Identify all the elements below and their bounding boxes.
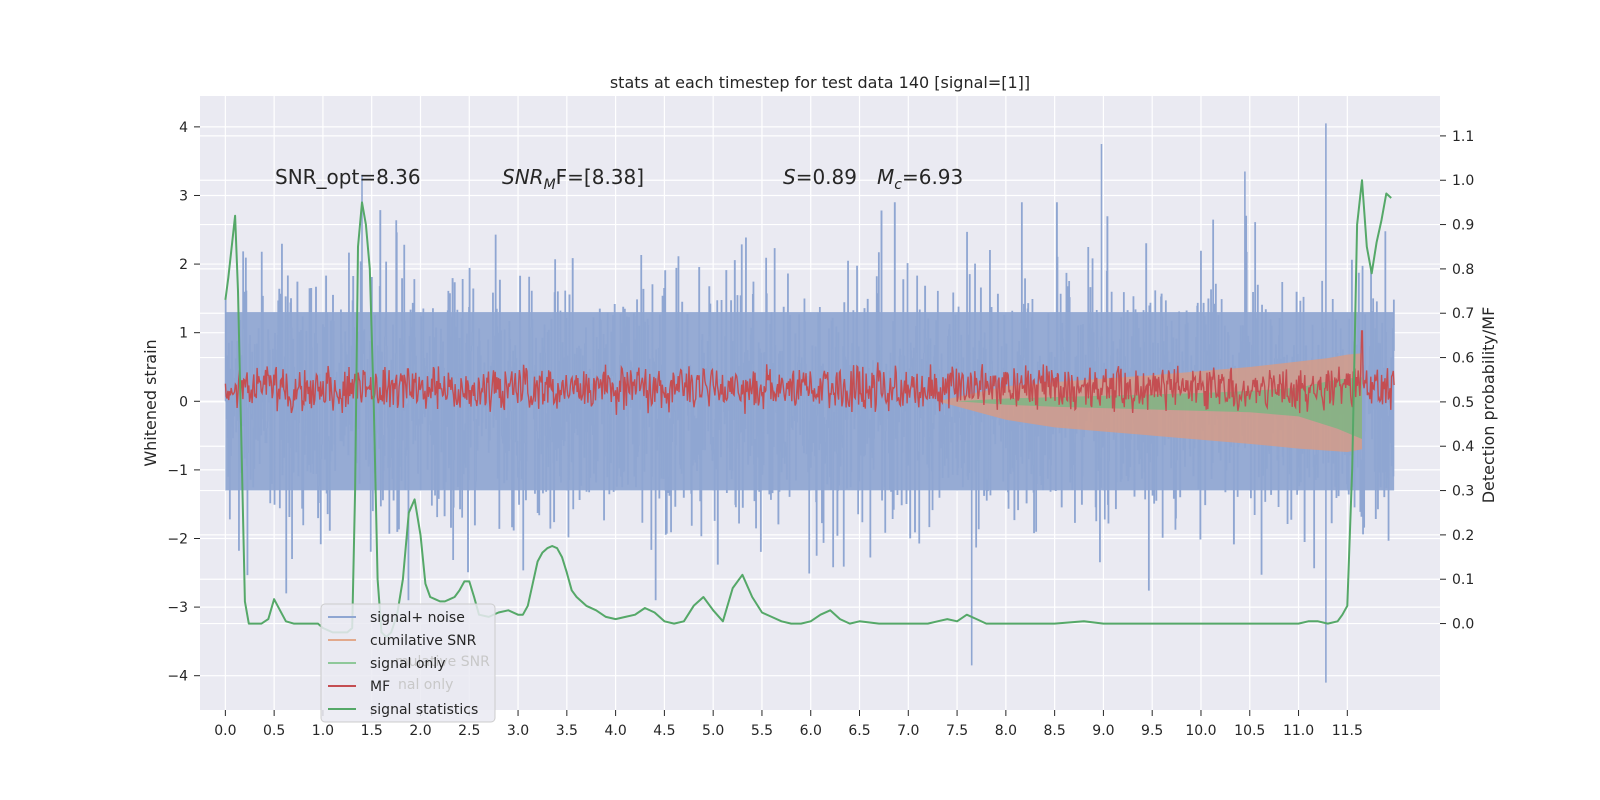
x-tick-label: 3.5 — [556, 723, 578, 739]
y-right-tick-label: 1.0 — [1452, 173, 1474, 189]
y-left-tick-label: 2 — [179, 257, 188, 273]
x-ticks: 0.0 0.5 1.0 1.5 2.0 2.5 3.0 3.5 4.0 4.5 5.0 5.5 6.0 6… — [214, 710, 1363, 739]
y-left-tick-label: −2 — [167, 531, 188, 547]
x-tick-label: 6.5 — [848, 723, 870, 739]
signal-noise-peaks — [361, 123, 1327, 683]
x-tick-label: 4.5 — [653, 723, 675, 739]
x-tick-label: 1.0 — [312, 723, 334, 739]
annotation-mc: Mc=6.93 — [877, 165, 963, 193]
x-tick-label: 0.0 — [214, 723, 236, 739]
x-tick-label: 0.5 — [263, 723, 285, 739]
legend-label: MF — [370, 679, 390, 695]
y-left-tick-label: −3 — [167, 600, 188, 616]
legend-label: signal only — [370, 656, 445, 672]
y-right-tick-label: 0.3 — [1452, 484, 1474, 500]
legend-entries: signal+ noise cumilative SNR signal only MF… — [328, 610, 478, 718]
legend-label: cumilative SNR — [370, 633, 477, 649]
x-tick-label: 2.5 — [458, 723, 480, 739]
y-right-label: Detection probability/MF — [1479, 307, 1498, 504]
y-right-tick-label: 0.1 — [1452, 572, 1474, 588]
annotation-s: S=0.89 — [783, 165, 857, 189]
x-tick-label: 11.0 — [1283, 723, 1314, 739]
annotation-snr-mf: SNRMF=[8.38] — [502, 165, 644, 193]
chart-title: stats at each timestep for test data 140… — [610, 73, 1030, 92]
legend-box — [320, 603, 496, 723]
y-right-tick-label: 0.4 — [1452, 439, 1474, 455]
x-tick-label: 2.0 — [409, 723, 431, 739]
x-tick-label: 7.0 — [897, 723, 919, 739]
y-right-tick-label: 0.5 — [1452, 395, 1474, 411]
y-right-tick-label: 0.8 — [1452, 262, 1474, 278]
x-tick-label: 11.5 — [1332, 723, 1363, 739]
y-left-tick-label: −1 — [167, 463, 188, 479]
y-left-tick-label: −4 — [167, 669, 188, 685]
x-tick-label: 8.5 — [1044, 723, 1066, 739]
legend: mulative SNR nal only signal+ noise cumil… — [320, 603, 496, 723]
y-right-ticks: 0.0 0.1 0.2 0.3 0.4 0.5 0.6 0.7 0.8 0.9 1.0 1.1 — [1440, 129, 1474, 633]
legend-ghost-label: nal only — [398, 677, 453, 693]
x-tick-label: 10.5 — [1234, 723, 1265, 739]
annotation-snr-opt: SNR_opt=8.36 — [275, 165, 421, 189]
x-tick-label: 5.0 — [702, 723, 724, 739]
x-tick-label: 9.5 — [1141, 723, 1163, 739]
y-left-tick-label: 0 — [179, 394, 188, 410]
legend-ghost-label: mulative SNR — [395, 654, 490, 670]
x-tick-label: 8.0 — [995, 723, 1017, 739]
y-right-tick-label: 0.2 — [1452, 528, 1474, 544]
y-right-tick-label: 0.9 — [1452, 218, 1474, 234]
y-left-tick-label: 1 — [179, 326, 188, 342]
x-tick-label: 9.0 — [1092, 723, 1114, 739]
x-tick-label: 1.5 — [361, 723, 383, 739]
y-left-tick-label: 3 — [179, 188, 188, 204]
y-right-tick-label: 0.6 — [1452, 351, 1474, 367]
x-tick-label: 5.5 — [751, 723, 773, 739]
y-left-tick-label: 4 — [179, 120, 188, 136]
x-tick-label: 10.0 — [1185, 723, 1216, 739]
legend-label: signal statistics — [370, 702, 478, 718]
x-tick-label: 3.0 — [507, 723, 529, 739]
legend-label: signal+ noise — [370, 610, 465, 626]
x-tick-label: 4.0 — [604, 723, 626, 739]
mf-line — [224, 330, 1395, 415]
y-left-label: Whitened strain — [141, 339, 160, 466]
y-left-ticks: −4 −3 −2 −1 0 1 2 3 4 — [167, 120, 200, 685]
y-right-tick-label: 0.7 — [1452, 306, 1474, 322]
y-right-tick-label: 0.0 — [1452, 617, 1474, 633]
x-tick-label: 7.5 — [946, 723, 968, 739]
series-layer — [224, 123, 1395, 683]
y-right-tick-label: 1.1 — [1452, 129, 1474, 145]
x-tick-label: 6.0 — [800, 723, 822, 739]
